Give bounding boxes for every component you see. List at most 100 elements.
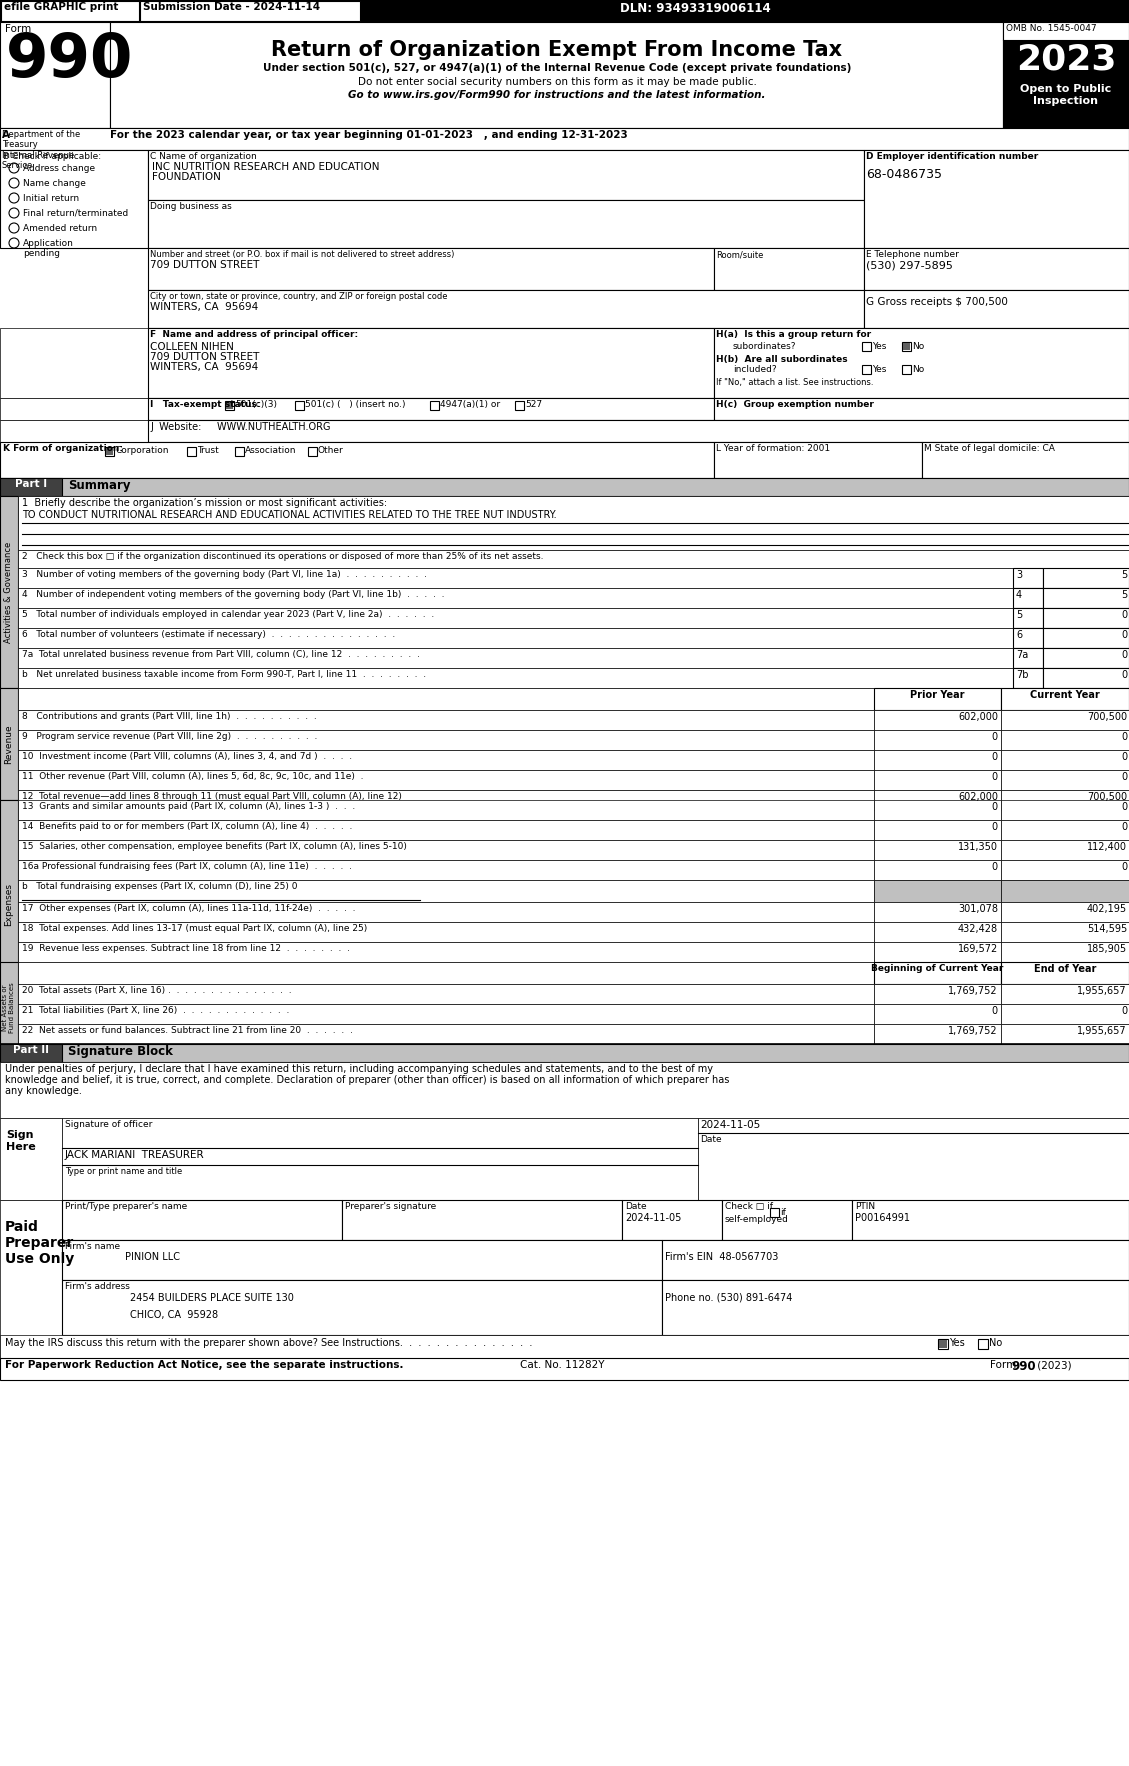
- Bar: [18, 860, 874, 879]
- Text: Form: Form: [5, 25, 32, 34]
- Text: Part II: Part II: [14, 1045, 49, 1054]
- Bar: [1001, 789, 1129, 811]
- Text: Cat. No. 11282Y: Cat. No. 11282Y: [519, 1360, 604, 1370]
- Bar: [0, 479, 62, 496]
- Bar: [1013, 648, 1043, 668]
- Bar: [235, 447, 244, 456]
- Bar: [18, 689, 874, 710]
- Text: Expenses: Expenses: [5, 883, 14, 927]
- Bar: [1013, 588, 1043, 608]
- Bar: [18, 608, 1013, 629]
- Bar: [18, 729, 874, 751]
- Text: 602,000: 602,000: [959, 791, 998, 802]
- Bar: [0, 1201, 62, 1370]
- Text: 5   Total number of individuals employed in calendar year 2023 (Part V, line 2a): 5 Total number of individuals employed i…: [21, 609, 435, 620]
- Text: any knowledge.: any knowledge.: [5, 1086, 82, 1097]
- Bar: [0, 1044, 62, 1061]
- Text: G Gross receipts $ 700,500: G Gross receipts $ 700,500: [866, 297, 1008, 307]
- Bar: [1001, 902, 1129, 922]
- Text: 1,955,657: 1,955,657: [1077, 1026, 1127, 1037]
- Bar: [874, 902, 1001, 922]
- Text: 0: 0: [1121, 650, 1127, 660]
- Text: Net Assets or
Fund Balances: Net Assets or Fund Balances: [2, 982, 16, 1033]
- Text: 700,500: 700,500: [1087, 712, 1127, 722]
- Text: 20  Total assets (Part X, line 16) .  .  .  .  .  .  .  .  .  .  .  .  .  .  .: 20 Total assets (Part X, line 16) . . . …: [21, 985, 291, 994]
- Text: efile GRAPHIC print: efile GRAPHIC print: [5, 2, 119, 12]
- Text: Under penalties of perjury, I declare that I have examined this return, includin: Under penalties of perjury, I declare th…: [5, 1063, 714, 1074]
- Text: DLN: 93493319006114: DLN: 93493319006114: [620, 2, 771, 14]
- Text: 1  Briefly describe the organization’s mission or most significant activities:: 1 Briefly describe the organization’s mi…: [21, 498, 387, 509]
- Bar: [1013, 608, 1043, 629]
- Text: Sign
Here: Sign Here: [6, 1130, 36, 1151]
- Bar: [148, 397, 714, 420]
- Text: 17  Other expenses (Part IX, column (A), lines 11a-11d, 11f-24e)  .  .  .  .  .: 17 Other expenses (Part IX, column (A), …: [21, 904, 356, 913]
- Bar: [18, 629, 1013, 648]
- Text: 0: 0: [1121, 772, 1127, 782]
- Text: 990: 990: [1010, 1360, 1035, 1372]
- Bar: [874, 1024, 1001, 1044]
- Bar: [874, 800, 1001, 819]
- Text: 21  Total liabilities (Part X, line 26)  .  .  .  .  .  .  .  .  .  .  .  .  .: 21 Total liabilities (Part X, line 26) .…: [21, 1007, 289, 1015]
- Text: 13  Grants and similar amounts paid (Part IX, column (A), lines 1-3 )  .  .  .: 13 Grants and similar amounts paid (Part…: [21, 802, 356, 811]
- Text: For the 2023 calendar year, or tax year beginning 01-01-2023   , and ending 12-3: For the 2023 calendar year, or tax year …: [110, 131, 628, 140]
- Text: 602,000: 602,000: [959, 712, 998, 722]
- Bar: [0, 1044, 1129, 1061]
- Bar: [62, 1201, 342, 1240]
- Text: 5: 5: [1121, 590, 1127, 600]
- Text: CHICO, CA  95928: CHICO, CA 95928: [130, 1310, 218, 1319]
- Bar: [18, 941, 874, 962]
- Text: 0: 0: [1121, 752, 1127, 761]
- Bar: [18, 668, 1013, 689]
- Text: Yes: Yes: [872, 343, 886, 351]
- Bar: [874, 789, 1001, 811]
- Text: Firm's name: Firm's name: [65, 1241, 120, 1250]
- Bar: [62, 1118, 698, 1201]
- Text: 2024-11-05: 2024-11-05: [700, 1120, 760, 1130]
- Text: Paid
Preparer
Use Only: Paid Preparer Use Only: [5, 1220, 75, 1266]
- Bar: [874, 1005, 1001, 1024]
- Text: 2023: 2023: [1016, 42, 1117, 76]
- Bar: [874, 860, 1001, 879]
- Bar: [723, 1201, 852, 1240]
- Bar: [1001, 710, 1129, 729]
- Text: 709 DUTTON STREET: 709 DUTTON STREET: [150, 260, 260, 270]
- Text: Signature of officer: Signature of officer: [65, 1120, 152, 1128]
- Text: 18  Total expenses. Add lines 13-17 (must equal Part IX, column (A), line 25): 18 Total expenses. Add lines 13-17 (must…: [21, 924, 367, 932]
- Bar: [18, 1024, 874, 1044]
- Text: 0: 0: [1121, 609, 1127, 620]
- Text: Other: Other: [318, 447, 343, 456]
- Text: 0: 0: [1121, 862, 1127, 872]
- Text: For Paperwork Reduction Act Notice, see the separate instructions.: For Paperwork Reduction Act Notice, see …: [5, 1360, 403, 1370]
- Bar: [62, 1240, 662, 1280]
- Bar: [0, 1118, 62, 1201]
- Bar: [18, 751, 874, 770]
- Text: 22  Net assets or fund balances. Subtract line 21 from line 20  .  .  .  .  .  .: 22 Net assets or fund balances. Subtract…: [21, 1026, 353, 1035]
- Bar: [148, 290, 864, 328]
- Bar: [0, 1358, 1129, 1379]
- Bar: [106, 449, 113, 456]
- Bar: [18, 496, 1129, 549]
- Text: Firm's EIN  48-0567703: Firm's EIN 48-0567703: [665, 1252, 778, 1263]
- Bar: [622, 1201, 723, 1240]
- Text: K Form of organization:: K Form of organization:: [3, 443, 123, 454]
- Text: 0: 0: [1121, 802, 1127, 812]
- Text: 432,428: 432,428: [957, 924, 998, 934]
- Text: Initial return: Initial return: [23, 194, 79, 203]
- Bar: [0, 150, 148, 247]
- Text: (530) 297-5895: (530) 297-5895: [866, 260, 953, 270]
- Text: 0: 0: [1121, 630, 1127, 639]
- Text: PTIN: PTIN: [855, 1203, 875, 1211]
- Bar: [18, 549, 1129, 569]
- Text: Association: Association: [245, 447, 297, 456]
- Bar: [874, 689, 1001, 710]
- Bar: [187, 447, 196, 456]
- Text: 0: 0: [992, 752, 998, 761]
- Text: 112,400: 112,400: [1087, 842, 1127, 851]
- Text: I   Tax-exempt status:: I Tax-exempt status:: [150, 401, 261, 410]
- Text: 527: 527: [525, 401, 542, 410]
- Text: Address change: Address change: [23, 164, 95, 173]
- Text: Application
pending: Application pending: [23, 238, 73, 258]
- Text: No: No: [989, 1339, 1003, 1347]
- Bar: [874, 710, 1001, 729]
- Bar: [18, 879, 874, 902]
